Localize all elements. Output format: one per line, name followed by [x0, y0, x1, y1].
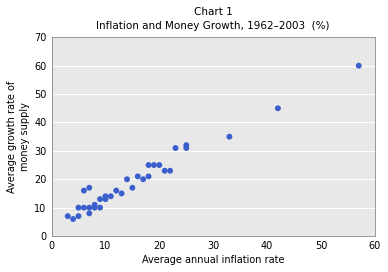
Point [162, 169, 168, 173]
Point [129, 186, 135, 190]
Point [97, 197, 103, 201]
Point [92, 203, 98, 207]
Point [146, 174, 152, 179]
Title: Chart 1
Inflation and Money Growth, 1962–2003  (%): Chart 1 Inflation and Money Growth, 1962… [97, 7, 330, 31]
Point [146, 163, 152, 167]
Point [356, 63, 362, 68]
Point [81, 205, 87, 210]
Point [172, 146, 178, 150]
Point [275, 106, 281, 110]
Point [183, 146, 189, 150]
Point [65, 214, 71, 218]
Point [102, 197, 109, 201]
Point [86, 205, 92, 210]
Point [167, 169, 173, 173]
Point [140, 177, 146, 181]
Point [70, 217, 76, 221]
Point [75, 214, 81, 218]
Point [108, 194, 114, 199]
Point [113, 188, 120, 193]
Point [86, 186, 92, 190]
Point [92, 205, 98, 210]
Point [102, 194, 109, 199]
Point [135, 174, 141, 179]
Y-axis label: Average growth rate of
money supply: Average growth rate of money supply [7, 81, 30, 193]
Point [97, 205, 103, 210]
Point [118, 191, 125, 196]
Point [156, 163, 163, 167]
Point [183, 143, 189, 147]
Point [124, 177, 130, 181]
Point [81, 188, 87, 193]
Point [75, 205, 81, 210]
Point [151, 163, 157, 167]
X-axis label: Average annual inflation rate: Average annual inflation rate [142, 255, 284, 265]
Point [86, 211, 92, 215]
Point [226, 134, 232, 139]
